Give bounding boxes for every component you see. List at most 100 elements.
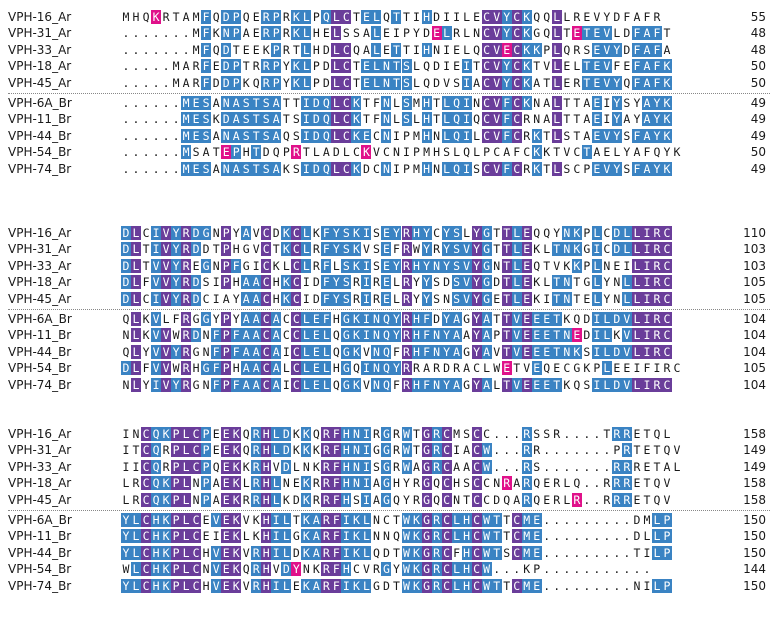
residue: Q xyxy=(393,529,400,544)
residue: T xyxy=(493,312,501,326)
residue: . xyxy=(593,513,601,527)
residue: H xyxy=(453,476,461,491)
residue: D xyxy=(443,275,451,290)
residue: V xyxy=(511,344,522,359)
residue: V xyxy=(511,328,522,343)
residue: C xyxy=(341,96,352,110)
residue: K xyxy=(563,258,571,273)
residue: . xyxy=(553,529,561,544)
residue: R xyxy=(242,492,250,507)
residue: L xyxy=(131,578,142,593)
residue: S xyxy=(342,26,350,41)
residue: H xyxy=(341,459,352,474)
residue: W xyxy=(401,427,412,441)
residue: E xyxy=(563,59,571,74)
residue: T xyxy=(282,96,290,110)
residue: L xyxy=(651,513,662,527)
residue: A xyxy=(423,361,430,376)
residue: C xyxy=(471,476,482,491)
residue: H xyxy=(312,26,320,41)
residue: F xyxy=(421,328,432,343)
residue: W xyxy=(493,361,501,376)
residue: E xyxy=(633,492,641,507)
residue: . xyxy=(122,112,130,127)
residue: M xyxy=(423,145,430,160)
residue: L xyxy=(463,26,471,41)
residue: I xyxy=(122,459,130,474)
residue: C xyxy=(441,545,452,560)
residue: V xyxy=(252,226,260,240)
residue: F xyxy=(372,112,380,127)
residue: D xyxy=(623,26,631,41)
residue: A xyxy=(311,513,322,527)
residue: T xyxy=(543,258,551,273)
sequence-name: VPH-44_Br xyxy=(8,545,72,560)
residue: C xyxy=(341,10,352,24)
residue: L xyxy=(551,112,562,127)
residue: C xyxy=(141,545,152,560)
residue: D xyxy=(281,562,292,577)
residue: D xyxy=(322,75,330,90)
residue: E xyxy=(501,361,512,376)
residue: H xyxy=(202,578,210,593)
residue: P xyxy=(312,10,320,24)
residue: L xyxy=(242,529,250,544)
residue: P xyxy=(201,492,212,507)
residue: H xyxy=(411,344,422,359)
residue: V xyxy=(161,291,172,306)
residue: I xyxy=(361,427,372,441)
residue: M xyxy=(181,128,192,143)
residue: R xyxy=(181,242,192,257)
residue: K xyxy=(661,59,672,74)
sequence-name: VPH-74_Br xyxy=(8,161,72,176)
residue: L xyxy=(331,10,342,24)
residue: K xyxy=(281,291,292,306)
residue: T xyxy=(563,96,571,110)
residue: A xyxy=(241,328,252,343)
residue: L xyxy=(342,145,350,160)
residue: V xyxy=(491,42,502,57)
residue: V xyxy=(242,545,250,560)
residue: P xyxy=(271,26,282,41)
residue: E xyxy=(311,361,322,376)
residue: Q xyxy=(573,377,581,392)
residue: F xyxy=(623,10,631,24)
residue: H xyxy=(411,312,422,326)
residue: S xyxy=(192,145,200,160)
residue: R xyxy=(663,361,671,376)
residue: Y xyxy=(611,75,622,90)
residue: G xyxy=(481,275,492,290)
residue: T xyxy=(581,145,592,160)
residue: K xyxy=(351,258,362,273)
residue: L xyxy=(181,492,192,507)
residue: Q xyxy=(393,492,400,507)
residue: T xyxy=(501,291,512,306)
residue: Q xyxy=(381,361,392,376)
residue: M xyxy=(192,42,200,57)
residue: . xyxy=(543,562,551,577)
residue: E xyxy=(541,328,552,343)
residue: R xyxy=(431,427,442,441)
residue: R xyxy=(312,476,320,491)
residue: E xyxy=(531,328,542,343)
residue: . xyxy=(172,128,180,143)
residue: S xyxy=(201,96,212,110)
residue: D xyxy=(433,312,441,326)
residue: H xyxy=(421,128,432,143)
residue: R xyxy=(611,476,622,491)
residue: K xyxy=(521,75,532,90)
residue: A xyxy=(212,161,220,176)
residue: . xyxy=(152,75,160,90)
alignment-row: VPH-33_Ar....... M F Q D T E E K P R T L H D L C Q A L E T T I H… xyxy=(0,42,782,57)
residue: R xyxy=(251,545,262,560)
residue: N xyxy=(122,377,130,392)
residue: Q xyxy=(151,476,162,491)
residue: A xyxy=(251,275,262,290)
residue: C xyxy=(291,226,302,240)
residue: . xyxy=(132,96,140,110)
residue: . xyxy=(162,112,170,127)
residue: A xyxy=(451,344,462,359)
residue: F xyxy=(631,161,642,176)
residue: L xyxy=(631,344,642,359)
residue: D xyxy=(433,10,441,24)
